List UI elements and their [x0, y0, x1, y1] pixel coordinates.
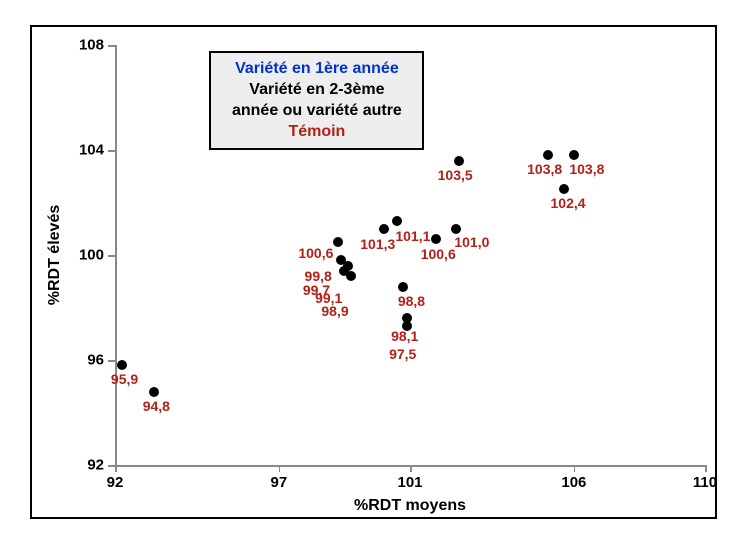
x-tick — [574, 465, 576, 472]
x-tick-label: 110 — [693, 474, 717, 491]
legend-line: Témoin — [227, 122, 406, 143]
y-axis — [115, 45, 117, 465]
x-tick — [410, 465, 412, 472]
point-label: 98,1 — [391, 328, 418, 344]
scatter-point — [431, 234, 441, 244]
point-label: 103,8 — [527, 161, 562, 177]
x-tick — [279, 465, 281, 472]
legend-line: année ou variété autre — [227, 101, 406, 122]
scatter-point — [392, 216, 402, 226]
scatter-point — [559, 184, 569, 194]
scatter-point — [543, 150, 553, 160]
point-label: 97,5 — [389, 346, 416, 362]
scatter-point — [398, 282, 408, 292]
y-tick-label: 108 — [79, 37, 104, 54]
y-tick — [108, 360, 115, 362]
point-label: 101,1 — [395, 228, 430, 244]
point-label: 98,8 — [398, 293, 425, 309]
y-tick — [108, 45, 115, 47]
x-tick-label: 92 — [107, 474, 124, 491]
scatter-point — [454, 156, 464, 166]
y-tick — [108, 150, 115, 152]
scatter-point — [333, 237, 343, 247]
point-label: 100,6 — [298, 245, 333, 261]
y-tick — [108, 465, 115, 467]
scatter-point — [346, 271, 356, 281]
point-label: 101,0 — [454, 234, 489, 250]
x-axis-title: %RDT moyens — [354, 497, 466, 515]
legend-line: Variété en 1ère année — [227, 59, 406, 80]
x-tick — [115, 465, 117, 472]
x-tick-label: 97 — [271, 474, 288, 491]
point-label: 103,5 — [438, 167, 473, 183]
y-tick-label: 96 — [87, 352, 104, 369]
point-label: 103,8 — [569, 161, 604, 177]
point-label: 100,6 — [421, 246, 456, 262]
scatter-point — [379, 224, 389, 234]
legend: Variété en 1ère annéeVariété en 2-3èmean… — [209, 51, 424, 150]
scatter-point — [451, 224, 461, 234]
y-axis-title: %RDT élevés — [46, 205, 64, 306]
x-tick — [705, 465, 707, 472]
x-tick-label: 101 — [397, 474, 422, 491]
point-label: 101,3 — [360, 236, 395, 252]
point-label: 94,8 — [143, 398, 170, 414]
point-label: 102,4 — [551, 195, 586, 211]
y-tick-label: 104 — [79, 142, 104, 159]
scatter-point — [149, 387, 159, 397]
point-label: 95,9 — [111, 371, 138, 387]
scatter-point — [343, 261, 353, 271]
point-label: 98,9 — [321, 303, 348, 319]
legend-line: Variété en 2-3ème — [227, 80, 406, 101]
scatter-point — [117, 360, 127, 370]
y-tick-label: 92 — [87, 457, 104, 474]
y-tick-label: 100 — [79, 247, 104, 264]
y-tick — [108, 255, 115, 257]
scatter-point — [569, 150, 579, 160]
x-tick-label: 106 — [561, 474, 586, 491]
